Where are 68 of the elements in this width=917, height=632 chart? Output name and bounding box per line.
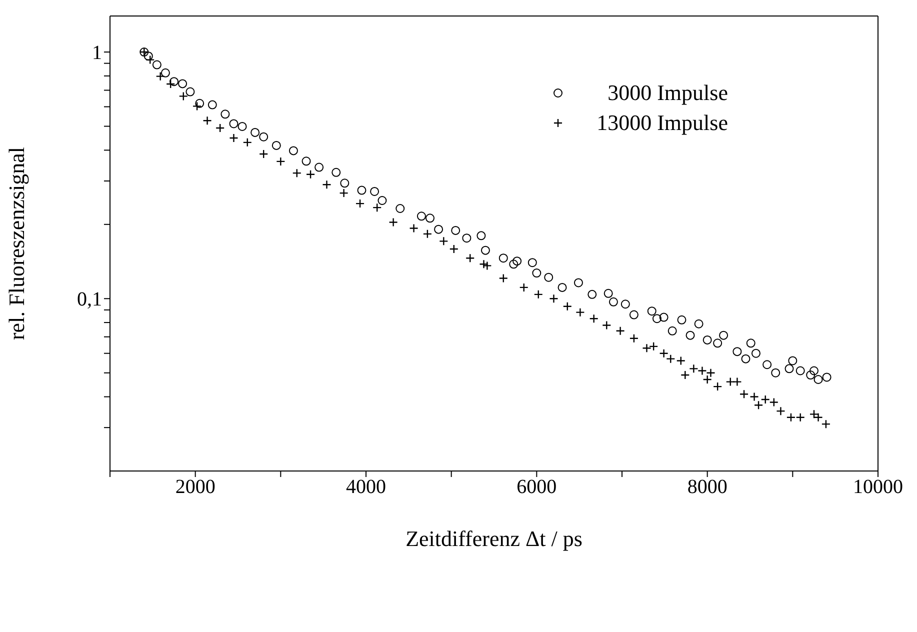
point <box>754 400 764 410</box>
point <box>769 398 778 407</box>
point <box>821 419 831 429</box>
x-tick-label: 6000 <box>516 476 557 498</box>
point <box>796 412 805 422</box>
point <box>409 224 418 233</box>
point <box>776 406 786 416</box>
x-axis-title: Zeitdifferenz Δt / ps <box>406 526 582 551</box>
point <box>259 149 268 159</box>
legend-label: 13000 Impulse <box>596 109 728 137</box>
x-tick-label: 2000 <box>175 476 216 498</box>
point <box>466 254 475 263</box>
point <box>146 55 155 64</box>
y-tick-label: 0,1 <box>77 288 102 311</box>
point <box>498 274 508 283</box>
point <box>449 244 458 254</box>
point <box>156 72 165 81</box>
point <box>726 377 735 386</box>
point <box>534 290 543 300</box>
point <box>739 390 749 399</box>
point <box>276 156 286 166</box>
point <box>602 320 612 330</box>
point <box>809 410 819 419</box>
point <box>192 102 202 111</box>
point <box>680 370 690 380</box>
point <box>712 382 722 392</box>
point <box>372 202 382 212</box>
point <box>388 218 398 227</box>
point <box>355 198 365 208</box>
point <box>698 366 707 376</box>
point <box>732 377 742 386</box>
y-axis-title: rel. Fluoreszenzsignal <box>4 146 29 340</box>
point <box>589 314 598 324</box>
point <box>482 261 492 270</box>
point <box>642 344 652 353</box>
point <box>786 412 796 422</box>
x-tick-label: 8000 <box>687 476 728 498</box>
point <box>629 334 639 343</box>
point <box>178 92 188 101</box>
point <box>562 302 572 312</box>
y-tick-label: 1 <box>92 42 102 64</box>
x-tick-label: 4000 <box>346 476 386 498</box>
point <box>422 229 432 239</box>
point <box>702 374 712 384</box>
point <box>706 368 716 378</box>
legend-label: 3000 Impulse <box>606 79 728 107</box>
point <box>229 133 238 143</box>
point <box>616 326 625 336</box>
point <box>242 138 252 148</box>
point <box>339 188 348 198</box>
point <box>140 47 149 57</box>
point <box>549 294 558 304</box>
point <box>519 282 528 292</box>
point <box>322 180 332 190</box>
point <box>576 308 585 317</box>
point <box>648 342 658 352</box>
point <box>166 79 176 89</box>
point <box>689 364 698 374</box>
point <box>306 170 316 179</box>
point <box>750 392 759 402</box>
point <box>202 116 212 126</box>
point <box>292 168 302 178</box>
x-tick-label: 10000 <box>853 476 903 498</box>
point <box>479 260 488 269</box>
point <box>439 236 448 246</box>
point <box>676 356 686 366</box>
point <box>215 123 225 133</box>
point <box>760 394 770 404</box>
